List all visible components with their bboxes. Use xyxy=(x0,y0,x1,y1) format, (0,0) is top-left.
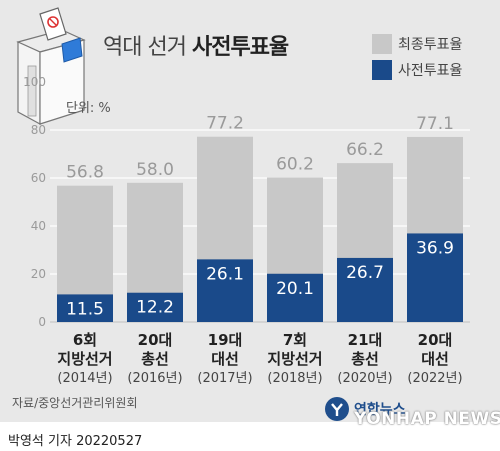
category-sublabel: 대선 xyxy=(421,350,449,368)
legend-item-final: 최종투표율 xyxy=(372,34,462,54)
y-tick-label: 20 xyxy=(31,267,46,281)
data-label-early: 11.5 xyxy=(66,299,104,319)
data-label-final: 66.2 xyxy=(346,140,384,160)
data-label-early: 36.9 xyxy=(416,238,454,258)
category-year: (2014년) xyxy=(57,371,112,386)
chart-title: 역대 선거 사전투표율 xyxy=(103,29,289,61)
bar-early xyxy=(337,257,393,322)
category-label: 19대 xyxy=(208,331,243,349)
data-label-final: 58.0 xyxy=(136,160,174,180)
legend-label-early: 사전투표율 xyxy=(398,63,463,79)
data-label-early: 26.1 xyxy=(206,264,244,284)
category-label: 6회 xyxy=(73,331,97,349)
unit-label: 단위: % xyxy=(66,101,111,116)
source-text: 자료/중앙선거관리위원회 xyxy=(12,396,138,410)
data-label-early: 12.2 xyxy=(136,298,174,318)
yonhap-logo-icon xyxy=(325,397,349,421)
bar-early xyxy=(197,259,253,322)
category-year: (2016년) xyxy=(127,371,182,386)
logo-english: YONHAP NEWS xyxy=(354,409,500,429)
bar-early xyxy=(407,233,463,322)
data-label-early: 20.1 xyxy=(276,279,314,299)
category-label: 20대 xyxy=(138,331,173,349)
category-sublabel: 지방선거 xyxy=(267,350,322,368)
title-main: 사전투표율 xyxy=(191,35,289,60)
bar-early xyxy=(267,273,323,322)
data-label-final: 77.1 xyxy=(416,114,454,134)
category-label: 7회 xyxy=(283,331,307,349)
data-label-early: 26.7 xyxy=(346,263,384,283)
category-year: (2017년) xyxy=(197,371,252,386)
category-year: (2018년) xyxy=(267,371,322,386)
byline: 박영석 기자 20220527 xyxy=(8,434,143,449)
data-label-final: 60.2 xyxy=(276,155,314,175)
category-sublabel: 대선 xyxy=(211,350,239,368)
category-sublabel: 총선 xyxy=(141,350,169,368)
y-tick-label: 40 xyxy=(31,219,46,233)
y-tick-label: 100 xyxy=(23,75,46,89)
category-year: (2020년) xyxy=(337,371,392,386)
legend-swatch-early xyxy=(372,60,392,80)
category-year: (2022년) xyxy=(407,371,462,386)
bar-early xyxy=(127,292,183,322)
logo-korean: 연합뉴스 xyxy=(354,402,406,418)
data-label-final: 56.8 xyxy=(66,163,104,183)
category-sublabel: 지방선거 xyxy=(57,350,112,368)
yonhap-logo: 연합뉴스 YONHAP NEWS xyxy=(324,396,500,429)
data-label-final: 77.2 xyxy=(206,114,244,134)
y-tick-label: 80 xyxy=(31,123,46,137)
y-tick-label: 0 xyxy=(38,315,46,329)
bar-early xyxy=(57,294,113,322)
legend-label-final: 최종투표율 xyxy=(398,37,463,53)
ballot-box-icon xyxy=(16,7,86,126)
legend-item-early: 사전투표율 xyxy=(372,60,462,80)
category-label: 20대 xyxy=(418,331,453,349)
y-tick-label: 60 xyxy=(31,171,46,185)
legend-swatch-final xyxy=(372,34,392,54)
title-prefix: 역대 선거 xyxy=(103,35,187,60)
category-label: 21대 xyxy=(348,331,383,349)
category-sublabel: 총선 xyxy=(351,350,379,368)
